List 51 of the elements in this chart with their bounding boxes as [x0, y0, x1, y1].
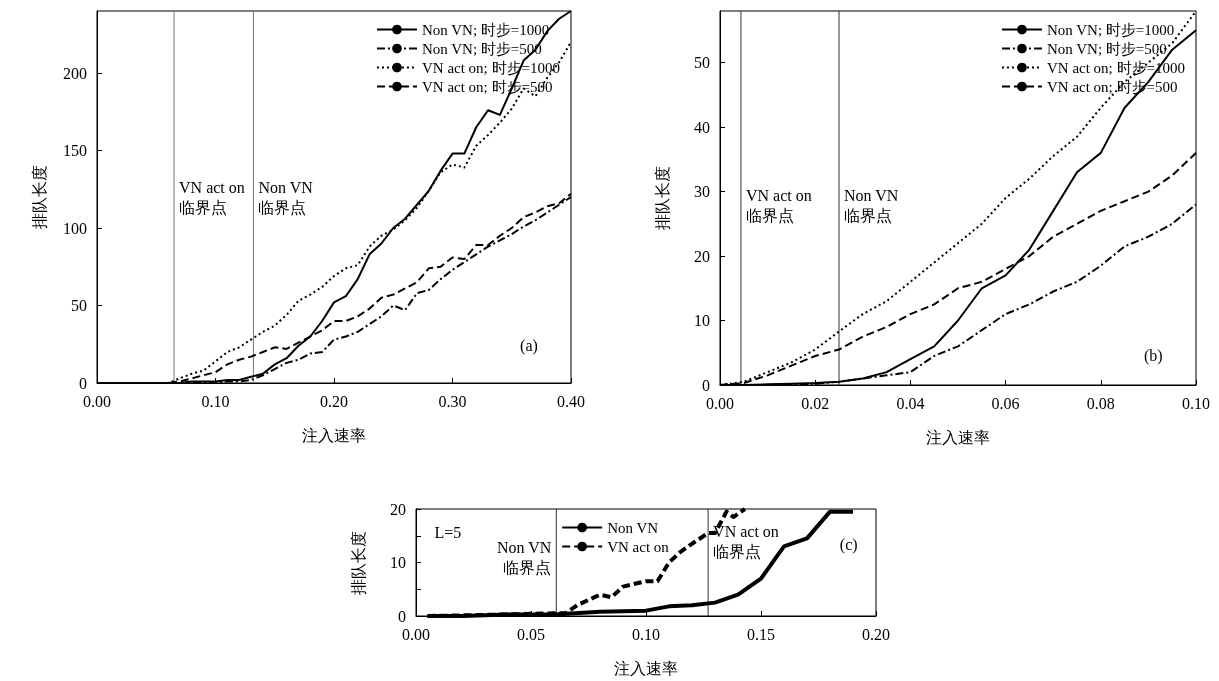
x-tick-label: 0.10 [1182, 394, 1210, 412]
legend-label: Non VN; 时步=1000 [1046, 21, 1175, 38]
x-tick-label: 0.30 [438, 392, 467, 410]
x-tick-label: 0.08 [1086, 394, 1115, 412]
ref-line-label: Non VN 临界点 [496, 538, 552, 576]
ref-line-label: VN act on 临界点 [713, 522, 779, 560]
x-tick-label: 0.40 [557, 392, 585, 410]
y-tick-label: 0 [398, 607, 406, 625]
y-tick-label: 100 [63, 219, 87, 237]
x-tick-label: 0.10 [201, 392, 230, 410]
x-tick-label: 0.02 [801, 394, 830, 412]
y-tick-label: 50 [694, 54, 710, 72]
y-tick-label: 30 [694, 183, 710, 201]
y-tick-label: 0 [702, 376, 710, 394]
y-tick-label: 10 [694, 312, 710, 330]
y-tick-label: 50 [71, 297, 87, 314]
x-axis-title: 注入速率 [614, 659, 678, 677]
x-axis-title: 注入速率 [926, 428, 990, 446]
y-tick-label: 200 [63, 64, 87, 82]
x-tick-label: 0.00 [83, 392, 111, 410]
y-tick-label: 10 [390, 554, 406, 571]
x-tick-label: 0.05 [517, 625, 545, 643]
ref-line-label: VN act on 临界点 [179, 178, 245, 216]
y-axis-title: 排队长度 [653, 166, 671, 230]
annotation: L=5 [434, 524, 462, 542]
legend-label: VN act on [607, 538, 670, 555]
y-tick-label: 150 [63, 142, 87, 159]
legend-label: Non VN; 时步=500 [1046, 40, 1167, 57]
ref-line-label: Non VN 临界点 [258, 178, 314, 216]
ref-line-label: VN act on 临界点 [745, 186, 812, 224]
x-tick-label: 0.04 [896, 394, 925, 412]
x-tick-label: 0.15 [747, 625, 775, 643]
x-tick-label: 0.00 [402, 625, 430, 643]
x-tick-label: 0.06 [991, 394, 1020, 412]
x-tick-label: 0.00 [706, 394, 734, 412]
annotation: (b) [1144, 346, 1163, 365]
annotation: (c) [839, 535, 858, 554]
legend-label: Non VN [607, 519, 659, 536]
x-tick-label: 0.10 [632, 625, 660, 643]
y-tick-label: 0 [79, 374, 87, 392]
annotation: (a) [520, 337, 538, 356]
x-tick-label: 0.20 [862, 625, 890, 643]
y-axis-title: 排队长度 [349, 530, 367, 595]
y-tick-label: 20 [390, 500, 406, 518]
y-tick-label: 20 [694, 247, 710, 265]
legend-label: Non VN; 时步=1000 [421, 21, 550, 38]
y-axis-title: 排队长度 [30, 165, 48, 229]
ref-line-label: Non VN 临界点 [844, 186, 899, 224]
x-tick-label: 0.20 [320, 392, 348, 410]
x-axis-title: 注入速率 [302, 426, 366, 444]
y-tick-label: 40 [694, 118, 710, 136]
